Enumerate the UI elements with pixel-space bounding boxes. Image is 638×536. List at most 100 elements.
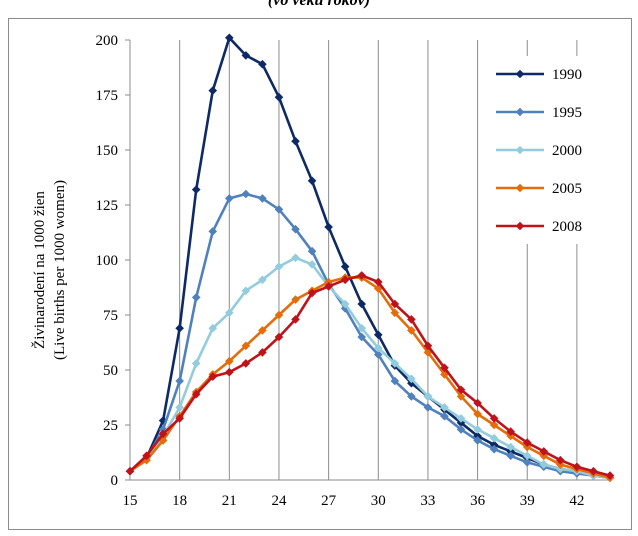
- data-point: [340, 299, 350, 309]
- data-point: [589, 466, 598, 476]
- data-point: [142, 455, 151, 465]
- data-point: [291, 295, 300, 304]
- data-point: [191, 293, 201, 302]
- data-point: [225, 356, 234, 366]
- data-point: [258, 59, 267, 69]
- data-point: [473, 398, 482, 408]
- data-point: [373, 350, 383, 359]
- data-point: [158, 429, 168, 439]
- data-point: [241, 189, 251, 199]
- data-point: [241, 286, 251, 296]
- legend-swatch-marker: [515, 69, 525, 79]
- data-point: [158, 425, 168, 434]
- data-point: [456, 414, 466, 423]
- data-point: [175, 376, 184, 386]
- series-2008: [125, 271, 615, 480]
- x-tick-label: 30: [371, 493, 386, 509]
- data-point: [324, 282, 333, 291]
- data-point: [605, 471, 615, 480]
- series-line-2000: [129, 256, 611, 480]
- data-point: [274, 332, 284, 342]
- data-point: [142, 451, 151, 461]
- data-point: [456, 392, 466, 401]
- data-point: [175, 414, 184, 423]
- legend-swatch-marker: [515, 107, 525, 117]
- x-tick-label: 39: [520, 493, 535, 509]
- data-point: [291, 315, 300, 324]
- x-tick-labels: 15 18 21 24 27 30 33 36 39 42: [123, 493, 585, 509]
- legend-item-1990: 1990: [496, 67, 582, 83]
- data-point: [373, 277, 383, 287]
- data-point: [489, 414, 499, 423]
- data-point: [506, 451, 515, 461]
- data-point: [258, 275, 267, 285]
- data-point: [241, 341, 251, 351]
- data-point: [440, 411, 449, 421]
- data-point: [274, 310, 284, 320]
- data-point: [423, 341, 433, 351]
- data-point: [373, 343, 383, 353]
- data-point: [225, 367, 234, 377]
- legend: 1990 1995 2000 2005 2008: [486, 56, 612, 244]
- data-point: [225, 308, 234, 318]
- data-point: [191, 359, 201, 368]
- axes: [129, 40, 610, 481]
- y-axis-label-line-2: (Live births per 1000 women): [52, 180, 68, 360]
- y-axis-label-line-1: Živinarodení na 1000 žien: [31, 191, 48, 349]
- data-point: [407, 315, 416, 324]
- data-point: [473, 436, 482, 445]
- data-point: [440, 363, 449, 373]
- data-point: [357, 323, 367, 333]
- x-tick-label: 24: [271, 493, 287, 509]
- data-point: [340, 275, 350, 285]
- data-point: [191, 185, 201, 194]
- data-point: [291, 224, 300, 234]
- data-point: [390, 299, 400, 309]
- data-point: [539, 460, 549, 469]
- series-group: [125, 33, 615, 483]
- data-point: [274, 262, 284, 271]
- legend-label: 2008: [552, 219, 582, 235]
- data-point: [208, 86, 218, 95]
- data-point: [225, 194, 234, 203]
- data-point: [258, 326, 267, 335]
- data-point: [307, 288, 317, 298]
- legend-swatch-marker: [515, 145, 525, 155]
- y-tick-label: 100: [96, 253, 119, 269]
- data-point: [489, 420, 499, 430]
- data-point: [175, 403, 184, 412]
- data-point: [489, 440, 499, 450]
- x-tick-label: 42: [569, 493, 584, 509]
- y-tick-label: 125: [96, 198, 119, 214]
- data-point: [473, 425, 482, 434]
- data-point: [291, 253, 300, 263]
- data-point: [357, 299, 367, 309]
- y-tick-label: 0: [111, 473, 119, 489]
- data-point: [522, 458, 532, 467]
- data-point: [423, 403, 433, 412]
- data-point: [208, 372, 218, 381]
- data-point: [556, 455, 565, 465]
- y-tick-label: 150: [96, 143, 119, 159]
- data-point: [274, 205, 284, 214]
- data-point: [357, 271, 367, 280]
- data-point: [572, 462, 582, 472]
- y-tick-label: 50: [103, 363, 118, 379]
- data-point: [390, 376, 400, 386]
- x-tick-label: 33: [420, 493, 435, 509]
- data-point: [258, 348, 267, 357]
- x-tick-label: 36: [470, 493, 486, 509]
- data-point: [225, 33, 234, 43]
- legend-item-2008: 2008: [496, 219, 582, 235]
- legend-swatch-marker: [515, 221, 525, 231]
- legend-item-2005: 2005: [496, 181, 582, 197]
- data-point: [357, 332, 367, 342]
- legend-label: 1990: [552, 67, 582, 83]
- data-point: [440, 403, 449, 412]
- data-point: [340, 262, 350, 271]
- y-tick-label: 75: [103, 308, 118, 324]
- data-point: [423, 392, 433, 401]
- y-tick-label: 25: [103, 418, 118, 434]
- data-point: [307, 176, 317, 186]
